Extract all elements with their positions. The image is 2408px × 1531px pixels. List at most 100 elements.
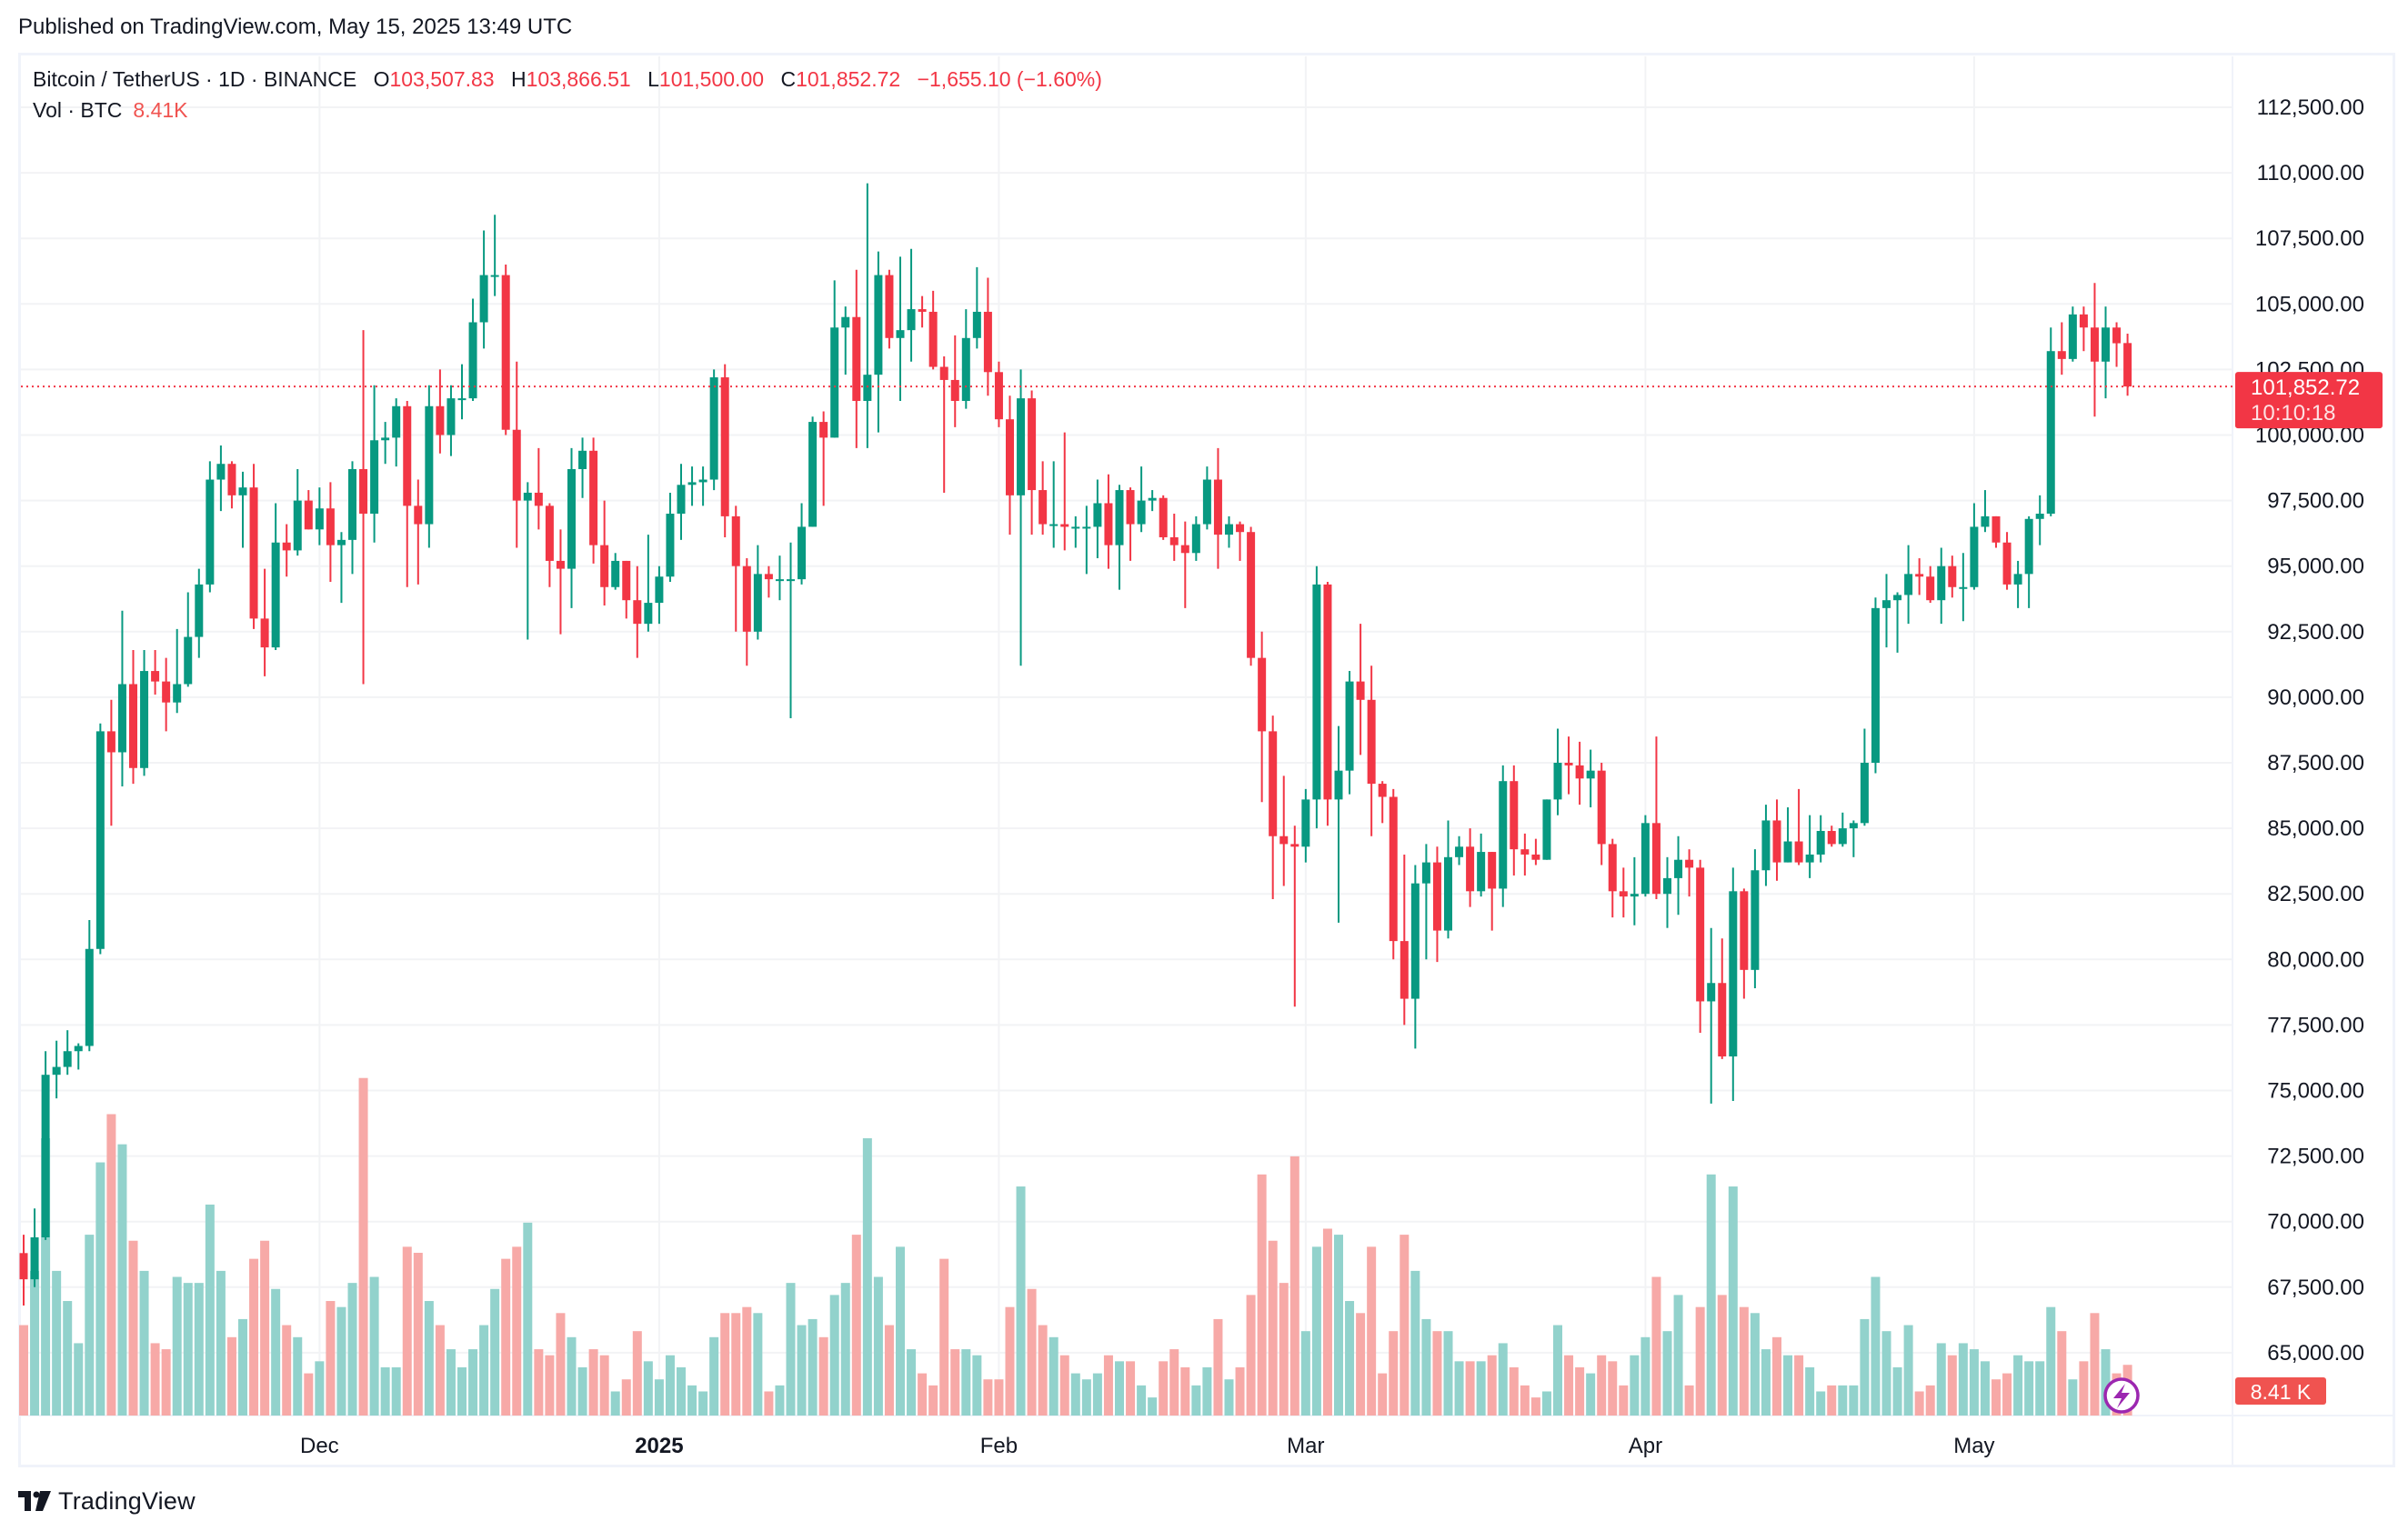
candle — [1838, 812, 1847, 847]
volume-bar — [1597, 1355, 1607, 1416]
candle — [1180, 521, 1189, 608]
candle-body — [359, 468, 368, 515]
candle-body — [994, 372, 1003, 420]
candle — [1334, 725, 1343, 923]
candle-body — [457, 398, 467, 401]
candle — [567, 447, 576, 608]
volume-bar — [1322, 1228, 1332, 1416]
candle — [1312, 565, 1321, 829]
volume-bar — [1202, 1366, 1212, 1416]
volume-bar — [347, 1283, 357, 1416]
candle-body — [151, 671, 160, 682]
tradingview-logo[interactable]: TradingView — [18, 1486, 196, 1516]
candle-body — [1367, 699, 1376, 785]
volume-bar — [851, 1235, 861, 1416]
volume-bar — [1903, 1325, 1913, 1416]
volume-bar — [194, 1283, 204, 1416]
candle-body — [129, 684, 137, 768]
volume-bar — [687, 1385, 697, 1416]
candle-body — [1597, 770, 1606, 845]
symbol-title[interactable]: Bitcoin / TetherUS · 1D · BINANCE — [33, 67, 357, 91]
candle — [1017, 369, 1026, 666]
candle-body — [30, 1237, 39, 1280]
volume-bar — [1235, 1366, 1245, 1416]
candle-body — [2079, 314, 2088, 328]
candle-body — [1169, 536, 1179, 545]
volume-bar — [950, 1349, 960, 1416]
candle — [589, 437, 598, 564]
volume-bar — [1487, 1355, 1497, 1416]
candle-body — [830, 327, 839, 438]
candle-body — [1488, 852, 1497, 889]
volume-bar — [1115, 1361, 1124, 1416]
candle-body — [961, 337, 970, 402]
volume-bar — [1038, 1325, 1048, 1416]
candle-body — [436, 405, 445, 435]
candle — [600, 500, 609, 605]
candle — [315, 487, 324, 545]
candle-body — [1838, 828, 1847, 845]
candle-body — [874, 275, 883, 375]
candle — [1663, 856, 1671, 928]
y-tick-label: 105,000.00 — [2255, 292, 2364, 316]
candle — [874, 251, 883, 433]
candle-body — [1761, 820, 1771, 871]
candle-body — [1718, 983, 1727, 1057]
volume-bar — [1345, 1301, 1355, 1416]
volume-bar — [1257, 1174, 1267, 1416]
candle-body — [1071, 526, 1080, 529]
candle — [381, 422, 390, 465]
volume-bar — [1476, 1361, 1486, 1416]
candle — [2024, 515, 2033, 608]
volume-bar — [1673, 1295, 1683, 1416]
candle-body — [863, 375, 872, 402]
volume-bar — [435, 1325, 445, 1416]
volume-bar — [205, 1204, 215, 1416]
y-tick-label: 85,000.00 — [2267, 816, 2364, 841]
volume-bar — [1400, 1235, 1410, 1416]
candle — [1148, 490, 1157, 512]
volume-legend-label[interactable]: Vol · BTC — [33, 98, 123, 122]
candle — [1674, 836, 1683, 916]
volume-bar — [1334, 1235, 1343, 1416]
candle — [1597, 763, 1606, 866]
candle-body — [1893, 595, 1902, 601]
candle-body — [753, 574, 762, 632]
candle-body — [1148, 497, 1157, 501]
volume-bar — [786, 1283, 796, 1416]
volume-bar — [1662, 1331, 1672, 1416]
candle-body — [1948, 565, 1957, 587]
candle — [1323, 582, 1332, 826]
candle — [753, 545, 762, 640]
candle — [195, 568, 204, 658]
candle-body — [1729, 891, 1738, 1057]
candle — [359, 330, 368, 685]
candle — [1104, 474, 1113, 569]
candle-body — [687, 482, 697, 485]
volume-bar — [862, 1138, 872, 1416]
volume-value-label: 8.41 K — [2235, 1377, 2326, 1405]
candle-body — [227, 464, 236, 495]
volume-bar — [1279, 1283, 1289, 1416]
volume-bar — [1958, 1343, 1968, 1416]
ohlc-legend: Bitcoin / TetherUS · 1D · BINANCE O103,5… — [33, 64, 1102, 95]
candle — [326, 482, 335, 583]
high-value: 103,866.51 — [526, 67, 631, 91]
candle — [173, 628, 182, 714]
candle — [106, 699, 115, 826]
candle — [2035, 495, 2044, 545]
volume-bar — [1892, 1366, 1902, 1416]
lightning-event-icon[interactable] — [2103, 1377, 2140, 1414]
volume-bar — [698, 1391, 708, 1416]
candle-body — [2002, 542, 2012, 585]
candle-body — [983, 311, 992, 373]
volume-bar — [1575, 1366, 1585, 1416]
volume-bar — [1410, 1270, 1420, 1416]
candle-body — [896, 330, 905, 338]
candle-body — [764, 574, 773, 580]
candle-body — [1213, 479, 1222, 535]
candle — [216, 445, 226, 512]
volume-bar — [1827, 1385, 1837, 1416]
candle — [1707, 927, 1716, 1104]
